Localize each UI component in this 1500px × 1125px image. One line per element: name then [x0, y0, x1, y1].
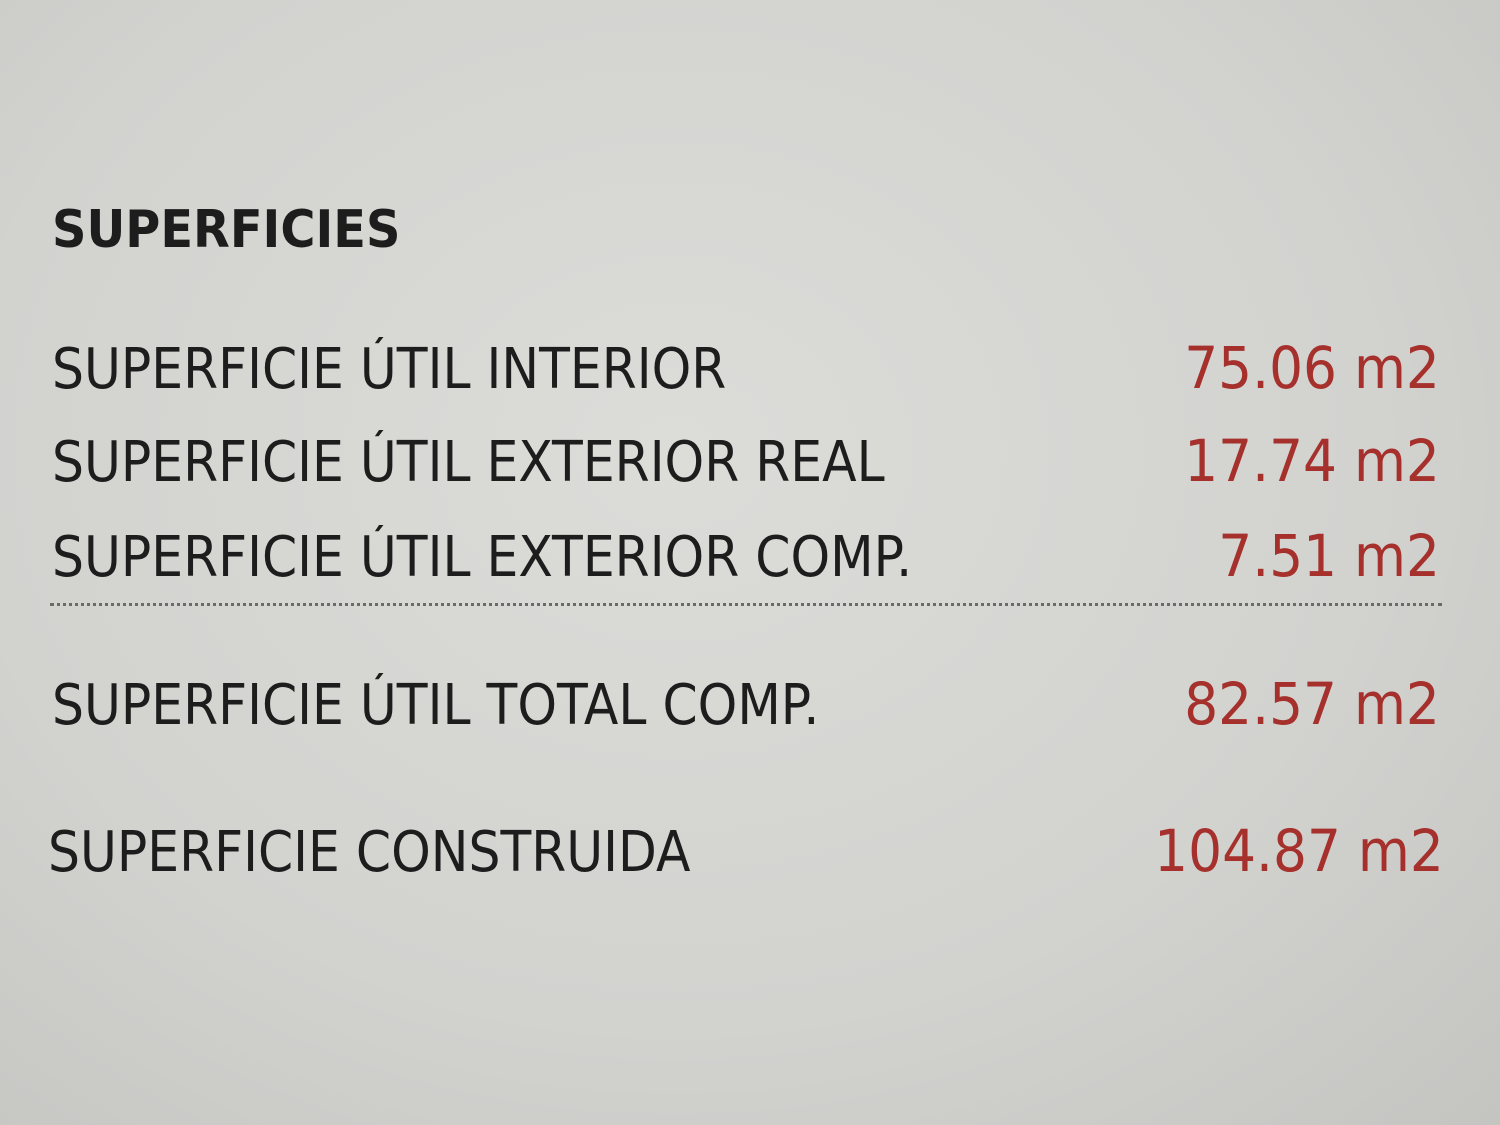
area-row-construida: SUPERFICIE CONSTRUIDA 104.87 m2 [48, 815, 1444, 885]
area-label: SUPERFICIE ÚTIL EXTERIOR REAL [52, 430, 885, 495]
area-row-interior: SUPERFICIE ÚTIL INTERIOR 75.06 m2 [52, 332, 1440, 402]
area-value: 104.87 m2 [1154, 817, 1444, 885]
area-label: SUPERFICIE CONSTRUIDA [48, 820, 691, 885]
area-value: 7.51 m2 [1218, 522, 1440, 590]
dotted-divider [50, 603, 1442, 606]
area-label: SUPERFICIE ÚTIL TOTAL COMP. [52, 673, 820, 738]
area-value: 82.57 m2 [1184, 670, 1440, 738]
area-label: SUPERFICIE ÚTIL INTERIOR [52, 337, 727, 402]
area-label: SUPERFICIE ÚTIL EXTERIOR COMP. [52, 525, 913, 590]
area-row-exterior-comp: SUPERFICIE ÚTIL EXTERIOR COMP. 7.51 m2 [52, 520, 1440, 590]
area-value: 75.06 m2 [1184, 334, 1440, 402]
area-row-exterior-real: SUPERFICIE ÚTIL EXTERIOR REAL 17.74 m2 [52, 425, 1440, 495]
area-value: 17.74 m2 [1184, 427, 1440, 495]
area-row-total-comp: SUPERFICIE ÚTIL TOTAL COMP. 82.57 m2 [52, 668, 1440, 738]
section-title: SUPERFICIES [52, 200, 401, 260]
